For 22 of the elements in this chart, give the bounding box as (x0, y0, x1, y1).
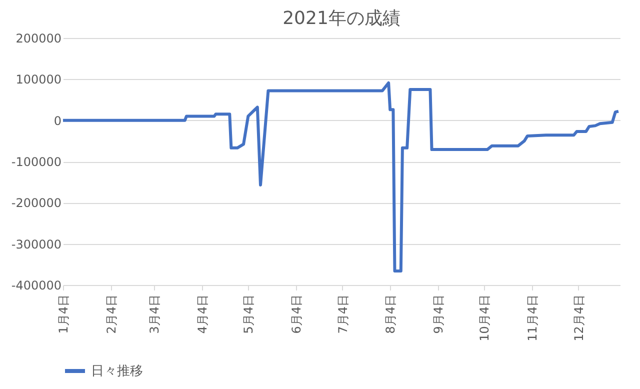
x-tick-label: 12月4日 (572, 294, 586, 342)
line-series (63, 81, 620, 273)
x-tick-label: 6月4日 (289, 294, 304, 334)
y-tick-label: -400000 (11, 278, 62, 292)
x-tick-label: 4月4日 (195, 294, 210, 334)
y-tick-label: 100000 (16, 72, 62, 87)
legend-label: 日々推移 (91, 364, 143, 379)
x-tick-label: 8月4日 (384, 294, 398, 334)
x-tick-label: 9月4日 (431, 294, 446, 334)
x-tick-label: 3月4日 (148, 294, 162, 334)
x-tick-label: 7月4日 (336, 294, 350, 334)
y-tick-label: -300000 (11, 237, 62, 252)
x-tick-label: 1月4日 (56, 294, 70, 334)
x-tick-label: 2月4日 (104, 294, 118, 334)
x-tick-label: 5月4日 (242, 294, 256, 334)
y-tick-label: -100000 (11, 155, 62, 169)
y-tick-label: -200000 (11, 196, 62, 210)
chart-title: 2021年の成績 (282, 8, 400, 29)
y-tick-label: 200000 (16, 32, 62, 46)
x-tick-label: 11月4日 (526, 294, 540, 342)
x-tick-label: 10月4日 (478, 294, 492, 342)
y-tick-label: 0 (54, 114, 62, 128)
